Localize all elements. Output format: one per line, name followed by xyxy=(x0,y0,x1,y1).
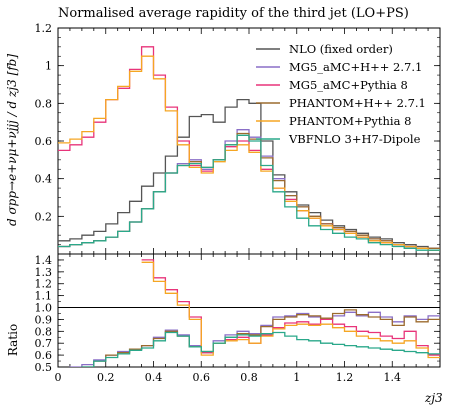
ratio-panel: 0 0.2 0.4 0.6 0.8 1 1.2 1.40.50.60.70.80.91.01.… xyxy=(35,253,441,384)
x-tick-label: 1.2 xyxy=(336,371,354,384)
series-line-mg5-amc-h-2-7-1 xyxy=(69,311,440,367)
x-tick-label: 0 xyxy=(55,371,62,384)
legend-entry: MG5_aMC+H++ 2.7.1 xyxy=(289,60,422,74)
legend-entry: PHANTOM+H++ 2.7.1 xyxy=(289,96,426,110)
legend-entry: PHANTOM+Pythia 8 xyxy=(289,114,411,128)
plot-frame xyxy=(57,253,441,368)
y-tick-label: 1.2 xyxy=(35,22,53,35)
x-tick-label: 0.4 xyxy=(145,371,163,384)
legend-entry: NLO (fixed order) xyxy=(289,42,393,56)
x-tick-label: 1 xyxy=(293,371,300,384)
y-tick-label: 0.6 xyxy=(35,135,53,148)
y-tick-label: 0.6 xyxy=(35,349,53,362)
y-tick-label: 0.4 xyxy=(35,173,53,186)
series-line-phantom-pythia-8 xyxy=(58,55,440,251)
y-tick-label: 0.2 xyxy=(35,210,53,223)
series-line-vbfnlo-3-h7-dipole xyxy=(81,331,440,367)
main-y-axis-label: d σpp→e+νμ+νjjj / d zj3 [fb] xyxy=(5,54,19,226)
y-tick-label: 1.4 xyxy=(35,254,53,267)
y-tick-label: 1.2 xyxy=(35,278,53,291)
x-tick-label: 1.4 xyxy=(384,371,402,384)
series-line-phantom-pythia-8 xyxy=(141,261,440,359)
y-tick-label: 0.8 xyxy=(35,97,53,110)
ratio-y-axis-label: Ratio xyxy=(6,324,20,356)
y-tick-label: 0.8 xyxy=(35,325,53,338)
y-tick-label: 1.3 xyxy=(35,266,53,279)
chart-title: Normalised average rapidity of the third… xyxy=(58,6,409,21)
x-tick-label: 0.2 xyxy=(97,371,115,384)
y-tick-label: 1 xyxy=(45,60,52,73)
series-line-mg5-amc-pythia-8 xyxy=(141,259,440,356)
y-tick-label: 1.0 xyxy=(35,302,53,315)
main-panel: 0.2 0.4 0.6 0.8 1 1.2 xyxy=(35,22,441,255)
x-axis-label: zj3 xyxy=(424,391,443,405)
x-tick-label: 0.6 xyxy=(193,371,211,384)
series-line-phantom-h-2-7-1 xyxy=(81,309,440,367)
y-tick-label: 0.5 xyxy=(35,361,53,374)
y-tick-label: 0.7 xyxy=(35,337,53,350)
series-line-nlo-fixed-order- xyxy=(58,98,440,249)
y-tick-label: 1.1 xyxy=(35,290,53,303)
x-tick-label: 0.8 xyxy=(240,371,258,384)
legend: NLO (fixed order) MG5_aMC+H++ 2.7.1 MG5_aM… xyxy=(256,42,426,146)
legend-entry: MG5_aMC+Pythia 8 xyxy=(289,78,408,92)
y-tick-label: 0.9 xyxy=(35,313,53,326)
legend-entry: VBFNLO 3+H7-Dipole xyxy=(288,132,421,146)
series-line-vbfnlo-3-h7-dipole xyxy=(58,134,440,251)
